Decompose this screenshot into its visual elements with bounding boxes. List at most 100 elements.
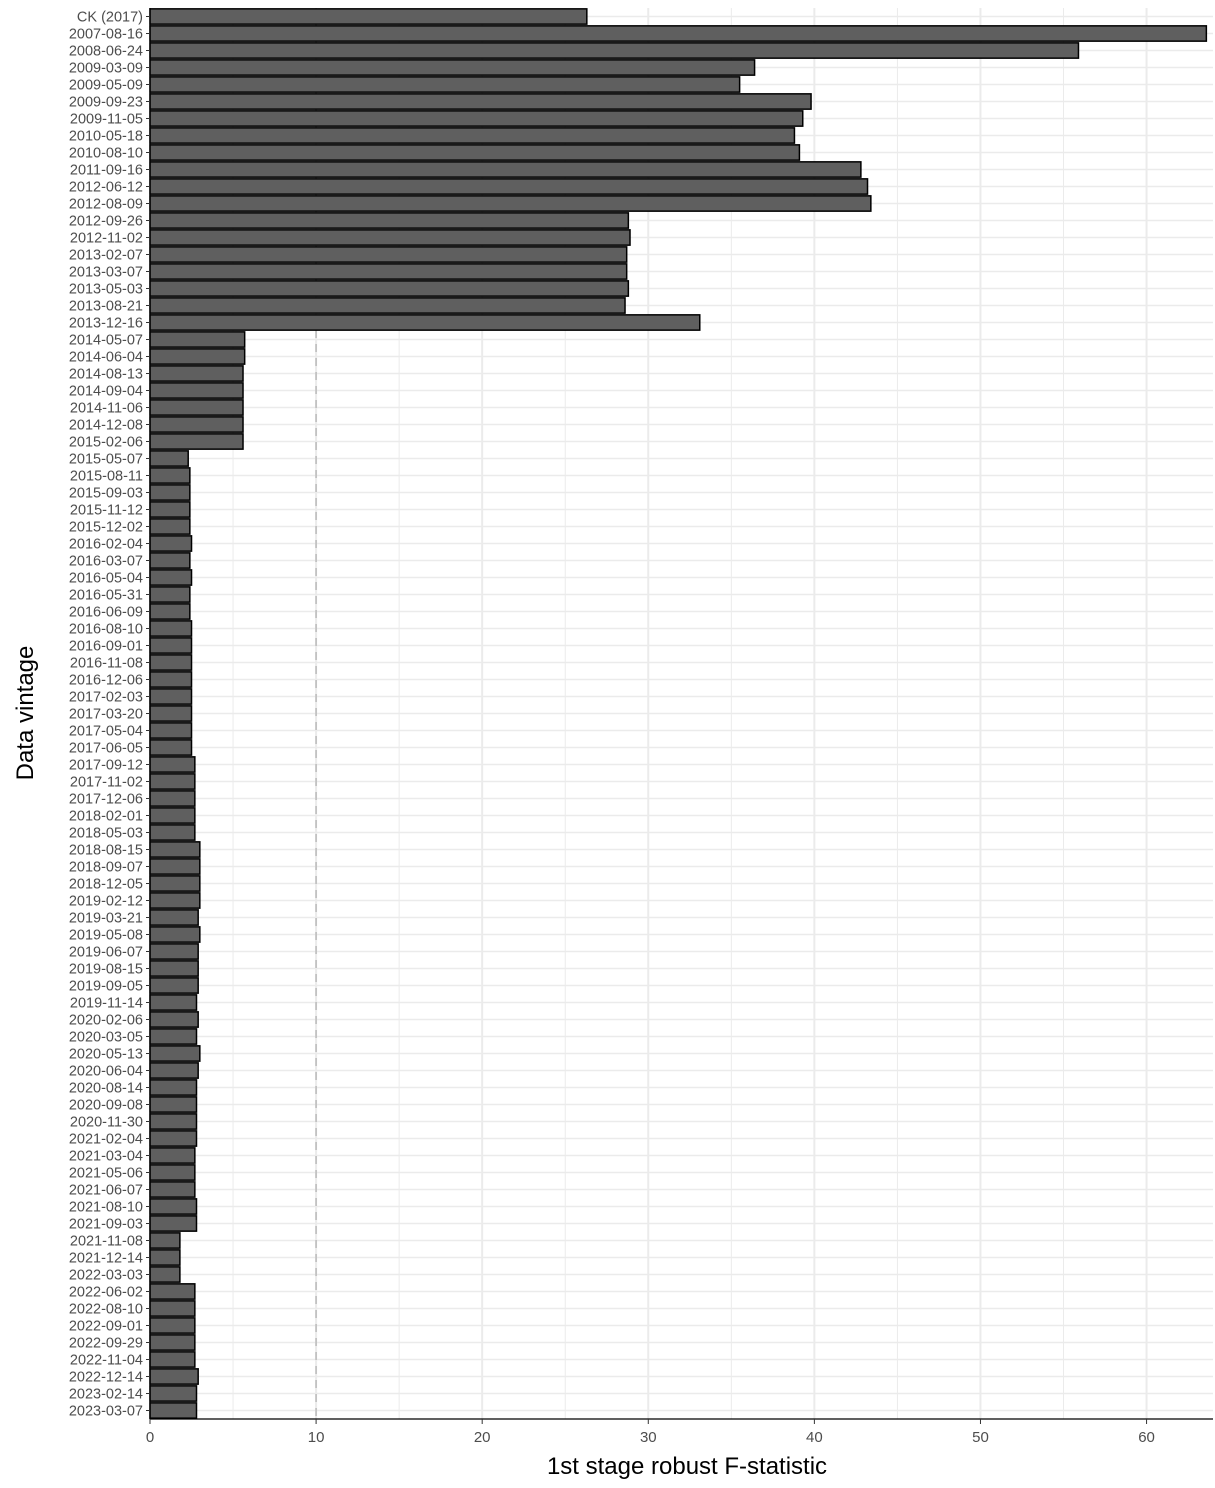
y-tick-label: 2014-12-08: [69, 418, 143, 434]
bar-2019-09-05: [150, 978, 198, 993]
y-tick-label: 2013-12-16: [69, 316, 143, 332]
y-tick-label: 2013-02-07: [69, 248, 143, 264]
bar-2009-11-05: [150, 111, 803, 126]
y-tick-label: 2017-05-04: [69, 724, 143, 740]
y-tick-label: 2019-09-05: [69, 979, 143, 995]
bar-2017-12-06: [150, 791, 195, 806]
x-axis-title: 1st stage robust F-statistic: [547, 1453, 827, 1480]
y-tick-label: 2023-02-14: [69, 1387, 143, 1403]
bar-2017-05-04: [150, 723, 192, 738]
y-tick-label: 2020-08-14: [69, 1081, 143, 1097]
y-tick-label: 2017-06-05: [69, 741, 143, 757]
bar-2016-05-04: [150, 570, 192, 585]
bar-2021-11-08: [150, 1233, 180, 1248]
bar-2017-06-05: [150, 740, 192, 755]
bar-2021-12-14: [150, 1250, 180, 1265]
y-tick-label: 2015-05-07: [69, 452, 143, 468]
bar-2019-05-08: [150, 927, 200, 942]
x-tick-label: 0: [146, 1429, 154, 1446]
bar-2019-11-14: [150, 995, 197, 1010]
y-tick-label: 2019-03-21: [69, 911, 143, 927]
y-tick-label: 2018-09-07: [69, 860, 143, 876]
bar-2015-09-03: [150, 485, 190, 500]
y-tick-label: 2017-03-20: [69, 707, 143, 723]
y-tick-label: 2014-06-04: [69, 350, 143, 366]
bar-2012-08-09: [150, 196, 871, 211]
bar-2022-03-03: [150, 1267, 180, 1282]
bar-2013-03-07: [150, 264, 627, 279]
y-tick-label: 2019-11-14: [70, 996, 143, 1012]
y-tick-label: 2009-03-09: [69, 61, 143, 77]
y-tick-label: 2016-09-01: [69, 639, 143, 655]
bar-2017-11-02: [150, 774, 195, 789]
y-tick-label: 2015-09-03: [69, 486, 143, 502]
y-tick-label: 2016-05-04: [69, 571, 143, 587]
bar-2018-12-05: [150, 876, 200, 891]
y-tick-label: 2016-02-04: [69, 537, 143, 553]
bar-2017-03-20: [150, 706, 192, 721]
bar-2016-06-09: [150, 604, 190, 619]
y-tick-label: 2012-06-12: [69, 180, 143, 196]
y-tick-label: 2020-09-08: [69, 1098, 143, 1114]
y-tick-label: 2020-02-06: [69, 1013, 143, 1029]
y-tick-label: 2023-03-07: [69, 1404, 143, 1420]
y-tick-label: 2021-06-07: [69, 1183, 143, 1199]
bar-2016-02-04: [150, 536, 192, 551]
y-tick-label: 2016-03-07: [69, 554, 143, 570]
bar-2009-03-09: [150, 60, 755, 75]
bar-2018-08-15: [150, 842, 200, 857]
bar-2010-05-18: [150, 128, 794, 143]
bar-2016-08-10: [150, 621, 192, 636]
y-tick-label: 2018-02-01: [69, 809, 143, 825]
y-tick-label: 2017-12-06: [69, 792, 143, 808]
y-tick-label: CK (2017): [77, 10, 143, 26]
bar-2019-03-21: [150, 910, 198, 925]
bar-2016-09-01: [150, 638, 192, 653]
bar-2015-12-02: [150, 519, 190, 534]
y-tick-label: 2020-06-04: [69, 1064, 143, 1080]
y-tick-label: 2015-02-06: [69, 435, 143, 451]
bar-2010-08-10: [150, 145, 799, 160]
bar-2019-06-07: [150, 944, 198, 959]
bar-2008-06-24: [150, 43, 1078, 58]
y-tick-label: 2021-08-10: [69, 1200, 143, 1216]
bar-2023-02-14: [150, 1386, 197, 1401]
bar-2020-11-30: [150, 1114, 197, 1129]
bar-2015-11-12: [150, 502, 190, 517]
bar-2022-06-02: [150, 1284, 195, 1299]
bar-2013-08-21: [150, 298, 625, 313]
y-tick-label: 2021-03-04: [69, 1149, 143, 1165]
y-tick-label: 2021-09-03: [69, 1217, 143, 1233]
bar-2021-08-10: [150, 1199, 197, 1214]
y-tick-label: 2017-09-12: [69, 758, 143, 774]
x-tick-label: 40: [806, 1429, 823, 1446]
bar-2015-05-07: [150, 451, 188, 466]
y-tick-label: 2022-03-03: [69, 1268, 143, 1284]
bar-2007-08-16: [150, 26, 1206, 41]
y-tick-label: 2022-09-01: [69, 1319, 143, 1335]
bar-2022-11-04: [150, 1352, 195, 1367]
y-tick-label: 2018-12-05: [69, 877, 143, 893]
bar-2016-11-08: [150, 655, 192, 670]
y-tick-label: 2014-05-07: [69, 333, 143, 349]
bar-2014-05-07: [150, 332, 245, 347]
y-tick-label: 2022-12-14: [69, 1370, 143, 1386]
y-tick-label: 2021-11-08: [70, 1234, 143, 1250]
y-tick-label: 2016-11-08: [70, 656, 143, 672]
bar-2012-11-02: [150, 230, 630, 245]
x-tick-label: 30: [640, 1429, 657, 1446]
y-tick-label: 2015-11-12: [70, 503, 143, 519]
bar-2019-02-12: [150, 893, 200, 908]
y-axis-title: Data vintage: [12, 646, 39, 781]
y-tick-label: 2021-05-06: [69, 1166, 143, 1182]
y-tick-label: 2017-02-03: [69, 690, 143, 706]
bar-2022-08-10: [150, 1301, 195, 1316]
bar-2013-05-03: [150, 281, 628, 296]
bar-2009-05-09: [150, 77, 740, 92]
bar-2017-09-12: [150, 757, 195, 772]
bar-2014-09-04: [150, 383, 243, 398]
bar-2020-05-13: [150, 1046, 200, 1061]
bar-2023-03-07: [150, 1403, 197, 1418]
